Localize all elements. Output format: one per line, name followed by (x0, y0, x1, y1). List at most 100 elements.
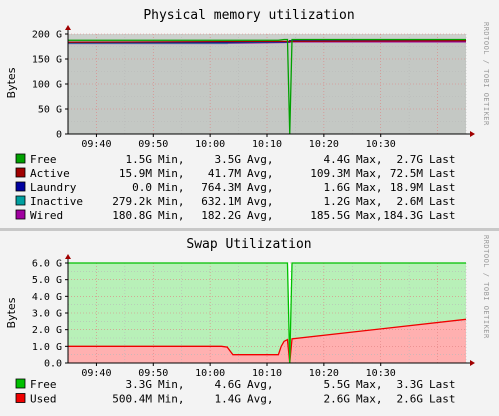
legend-value: 18.9M (390, 181, 423, 194)
legend-value: 72.5M (390, 167, 423, 180)
legend-stat-label: Min, (158, 167, 185, 180)
panel-divider (0, 228, 499, 231)
legend-stat-label: Last (429, 209, 456, 222)
legend-stat-label: Max, (356, 393, 383, 406)
legend-value: 279.2k (112, 195, 152, 208)
legend-value: 1.4G (215, 393, 242, 406)
legend-name: Used (30, 393, 57, 406)
legend-stat-label: Max, (356, 209, 383, 222)
y-tick-label: 0 (56, 130, 62, 141)
legend-value: 0.0 (132, 181, 152, 194)
y-axis-arrow (65, 254, 71, 259)
legend-value: 4.6G (215, 378, 242, 391)
legend-name: Wired (30, 209, 63, 222)
legend-stat-label: Avg, (247, 393, 274, 406)
legend-swatch (15, 195, 26, 206)
legend-swatch (15, 181, 26, 192)
legend-stat-label: Avg, (247, 195, 274, 208)
y-tick-label: 6.0 G (32, 259, 62, 270)
legend-stat-label: Max, (356, 378, 383, 391)
y-tick-label: 100 G (32, 80, 62, 91)
legend-swatch (15, 393, 26, 403)
series-line-active (67, 40, 467, 43)
legend-value: 4.4G (324, 153, 351, 166)
x-tick-label: 10:20 (309, 368, 339, 379)
x-tick-label: 10:00 (195, 368, 225, 379)
y-tick-label: 200 G (32, 30, 62, 41)
legend-stat-label: Last (429, 167, 456, 180)
x-tick-label: 09:50 (138, 139, 168, 150)
legend-stat-label: Max, (356, 167, 383, 180)
legend-swatch (15, 167, 26, 178)
legend-swatch (15, 209, 26, 220)
y-tick-label: 50 G (38, 105, 62, 116)
x-tick-label: 10:00 (195, 139, 225, 150)
y-tick-label: 150 G (32, 55, 62, 66)
plot-area: 0 50 G 100 G 150 G 200 G 09:40 09:50 10:00 10:10… (32, 25, 475, 150)
legend-value: 3.3G (397, 378, 424, 391)
legend-name: Active (30, 167, 70, 180)
legend-value: 2.7G (397, 153, 424, 166)
legend-name: Inactive (30, 195, 83, 208)
legend-value: 3.3G (126, 378, 153, 391)
legend-stat-label: Last (429, 378, 456, 391)
legend-swatch (15, 378, 26, 389)
y-tick-label: 5.0 G (32, 275, 62, 286)
y-axis-label: Bytes (5, 297, 18, 328)
legend-row-free: Free 1.5G Min, 3.5G Avg, 4.4G Max, 2.7G Last (15, 153, 456, 166)
x-tick-label: 10:10 (252, 368, 282, 379)
legend-row-free: Free 3.3G Min, 4.6G Avg, 5.5G Max, 3.3G Last (15, 378, 456, 391)
x-tick-label: 09:50 (138, 368, 168, 379)
legend-value: 2.6G (397, 393, 424, 406)
legend-value: 5.5G (324, 378, 351, 391)
swap-utilization-chart: Swap Utilization Bytes RRDTOOL / TOBI OE… (5, 235, 490, 406)
legend-stat-label: Min, (158, 378, 185, 391)
legend-value: 764.3M (201, 181, 241, 194)
legend-value: 1.5G (126, 153, 153, 166)
legend-value: 185.5G (310, 209, 350, 222)
legend-row-wired: Wired 180.8G Min, 182.2G Avg, 185.5G Max, 184.3… (15, 209, 456, 222)
legend-stat-label: Avg, (247, 181, 274, 194)
legend-value: 109.3M (310, 167, 350, 180)
legend-value: 500.4M (112, 393, 152, 406)
legend-row-used: Used 500.4M Min, 1.4G Avg, 2.6G Max, 2.6G Last (15, 393, 456, 406)
legend-value: 15.9M (119, 167, 152, 180)
legend-row-inactive: Inactive 279.2k Min, 632.1M Avg, 1.2G Max, 2.6M… (15, 195, 456, 208)
legend-value: 3.5G (215, 153, 242, 166)
x-tick-label: 09:40 (81, 139, 111, 150)
y-axis-arrow (65, 25, 71, 30)
physical-memory-panel: Physical memory utilization Bytes RRDTOO… (5, 8, 490, 222)
series-area-used (68, 319, 466, 363)
x-axis-arrow (470, 131, 475, 137)
legend-row-laundry: Laundry 0.0 Min, 764.3M Avg, 1.6G Max, 18.9M Las… (15, 181, 456, 194)
y-tick-label: 3.0 G (32, 309, 62, 320)
legend-stat-label: Min, (158, 181, 185, 194)
legend-stat-label: Avg, (247, 153, 274, 166)
legend-stat-label: Avg, (247, 209, 274, 222)
legend-value: 632.1M (201, 195, 241, 208)
x-tick-label: 10:30 (366, 368, 396, 379)
plot-area: 0.0 1.0 G 2.0 G 3.0 G 4.0 G 5.0 G 6.0 G 09:40 09… (32, 254, 475, 379)
legend: Free 3.3G Min, 4.6G Avg, 5.5G Max, 3.3G LastUsed… (15, 378, 456, 406)
y-axis-label: Bytes (5, 67, 18, 98)
legend-value: 182.2G (201, 209, 241, 222)
y-tick-label: 1.0 G (32, 342, 62, 353)
legend-value: 1.2G (324, 195, 351, 208)
legend-swatch (15, 153, 26, 164)
x-tick-label: 10:30 (366, 139, 396, 150)
physical-memory-chart: Physical memory utilization Bytes RRDTOO… (5, 8, 490, 222)
legend-value: 2.6G (324, 393, 351, 406)
legend-name: Free (30, 153, 57, 166)
legend-value: 1.6G (324, 181, 351, 194)
watermark: RRDTOOL / TOBI OETIKER (482, 22, 490, 126)
x-tick-label: 09:40 (81, 368, 111, 379)
watermark: RRDTOOL / TOBI OETIKER (482, 235, 490, 339)
x-axis-arrow (470, 360, 475, 366)
x-tick-label: 10:10 (252, 139, 282, 150)
legend-stat-label: Max, (356, 195, 383, 208)
legend-value: 41.7M (208, 167, 241, 180)
legend-stat-label: Min, (158, 195, 185, 208)
legend-stat-label: Max, (356, 181, 383, 194)
legend-stat-label: Last (429, 393, 456, 406)
legend-stat-label: Last (429, 153, 456, 166)
